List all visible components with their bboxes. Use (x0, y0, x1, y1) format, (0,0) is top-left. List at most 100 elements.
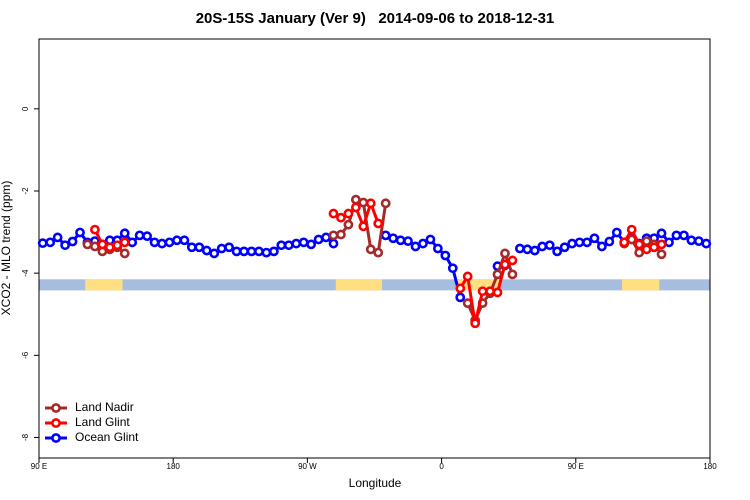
data-point (634, 239, 645, 250)
x-tick-label: 90 E (31, 462, 47, 471)
data-point (90, 241, 100, 252)
data-point (254, 246, 264, 257)
data-point (373, 218, 384, 229)
data-point (492, 287, 503, 298)
data-point (574, 237, 585, 248)
legend-label: Land Nadir (75, 400, 134, 414)
data-point (373, 247, 384, 258)
data-point (201, 245, 212, 256)
data-point (604, 236, 615, 247)
data-point (75, 227, 85, 238)
data-point (500, 248, 510, 259)
data-point (127, 237, 138, 248)
data-point (462, 271, 473, 282)
data-point (626, 224, 637, 235)
data-point (380, 198, 391, 209)
land-strip (335, 279, 382, 291)
data-point (440, 250, 451, 261)
data-point (649, 242, 659, 253)
data-point (186, 242, 197, 253)
land-strip (622, 279, 660, 291)
data-point (477, 286, 488, 297)
x-tick-label: 0 (439, 462, 444, 471)
chart-title: 20S-15S January (Ver 9) 2014-09-06 to 20… (196, 10, 555, 27)
data-point (380, 230, 391, 241)
data-point (157, 238, 167, 249)
legend-marker (51, 403, 61, 413)
data-point (432, 243, 443, 254)
data-point (82, 239, 93, 250)
y-tick-label: -6 (21, 351, 30, 359)
legend-label: Ocean Glint (75, 430, 139, 444)
y-tick-label: -4 (21, 269, 30, 277)
data-point (679, 230, 689, 241)
x-tick-label: 180 (167, 462, 181, 471)
data-point (336, 212, 346, 223)
data-point (119, 237, 130, 248)
series-line (87, 197, 663, 325)
data-point (321, 232, 331, 243)
data-point (529, 245, 540, 256)
data-point (656, 228, 667, 239)
data-point (268, 246, 279, 257)
x-axis-label: Longitude (349, 476, 402, 490)
data-point (611, 227, 622, 238)
data-point (246, 246, 257, 257)
data-point (306, 239, 317, 250)
data-point (514, 243, 525, 254)
data-point (403, 236, 413, 247)
data-point (119, 228, 130, 239)
data-point (567, 238, 577, 249)
data-point (172, 235, 182, 246)
data-point (67, 236, 78, 247)
data-point (149, 237, 160, 248)
data-point (388, 233, 399, 244)
data-point (552, 246, 563, 257)
data-point (52, 232, 63, 243)
data-point (97, 239, 108, 250)
data-point (336, 229, 346, 240)
data-point (410, 241, 421, 252)
data-point (507, 269, 518, 280)
data-point (500, 259, 510, 270)
data-point (119, 248, 130, 259)
data-point (596, 241, 607, 252)
data-point (350, 194, 361, 205)
data-point (365, 198, 376, 209)
data-point (507, 255, 518, 266)
data-point (142, 231, 153, 242)
data-point (537, 241, 548, 252)
data-point (343, 219, 354, 230)
data-point (455, 292, 466, 303)
data-point (276, 240, 287, 251)
data-point (634, 247, 645, 258)
data-point (544, 240, 555, 251)
data-point (45, 237, 56, 248)
data-point (641, 236, 652, 247)
data-point (313, 234, 324, 245)
data-point (179, 235, 190, 246)
plot-frame (38, 38, 711, 459)
y-axis-label: XCO2 - MLO trend (ppm) (0, 181, 13, 316)
y-tick-label: -2 (21, 187, 30, 195)
x-tick-label: 90 W (298, 462, 317, 471)
data-point (209, 248, 220, 259)
data-point (164, 237, 175, 248)
data-point (693, 236, 704, 247)
data-point (425, 234, 436, 245)
data-point (112, 240, 123, 251)
data-point (328, 208, 339, 219)
data-point (343, 208, 354, 219)
data-point (328, 238, 339, 249)
data-point (224, 242, 235, 253)
legend-marker (51, 418, 61, 428)
data-point (701, 238, 712, 249)
data-point (656, 239, 667, 250)
data-point (559, 242, 570, 253)
data-point (60, 240, 70, 251)
data-point (619, 237, 630, 248)
legend-marker (51, 433, 61, 443)
data-point (492, 269, 503, 280)
data-point (470, 318, 481, 329)
